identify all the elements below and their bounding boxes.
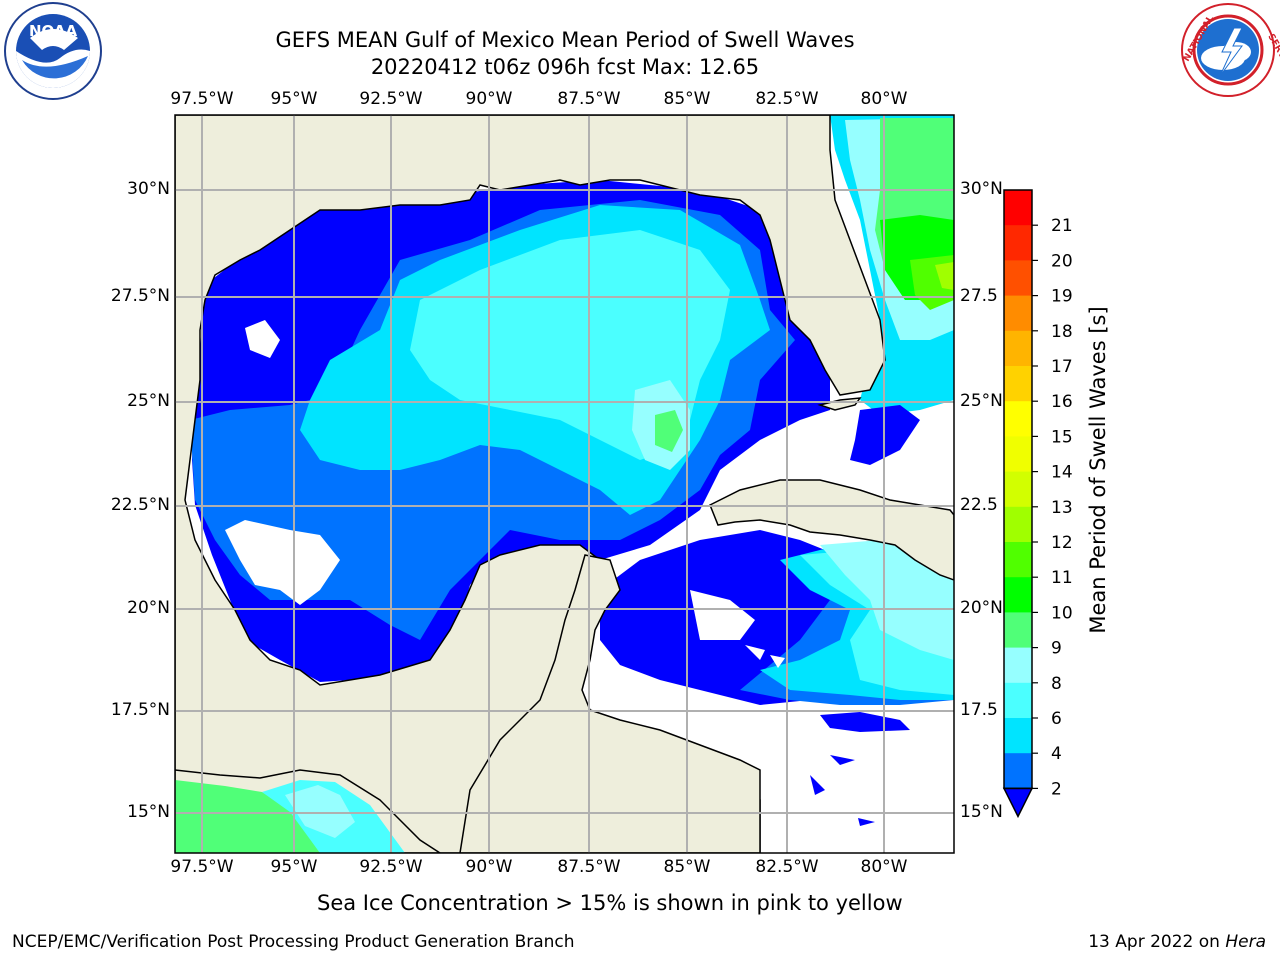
colorbar-swatch — [1004, 647, 1032, 684]
pacific-ocean-overlay-pale — [285, 785, 355, 838]
colorbar-tick-label: 6 — [1051, 709, 1062, 729]
land-yucatan — [459, 554, 761, 853]
latitude-tick-label: 27.5 — [960, 286, 998, 306]
latitude-tick-label: 15°N — [127, 802, 170, 822]
colorbar-tick-label: 8 — [1051, 674, 1062, 694]
longitude-tick-label: 95°W — [270, 89, 318, 109]
colorbar-swatch — [1004, 401, 1032, 437]
colorbar-swatch — [1004, 295, 1032, 332]
longitude-tick-label: 85°W — [663, 89, 711, 109]
missing-data-patch — [690, 590, 755, 640]
latitude-tick-label: 17.5°N — [110, 700, 170, 720]
colorbar-swatch — [1004, 330, 1032, 367]
colorbar-tick-label: 16 — [1051, 392, 1073, 412]
missing-data-patch — [745, 645, 785, 668]
colorbar-tick-label: 10 — [1051, 603, 1073, 623]
latitude-tick-label: 22.5°N — [110, 495, 170, 515]
longitude-tick-label: 80°W — [860, 89, 908, 109]
missing-data-patch — [245, 320, 280, 358]
map-area — [175, 115, 954, 853]
longitude-tick-label: 97.5°W — [170, 89, 234, 109]
sea-ice-note: Sea Ice Concentration > 15% is shown in … — [317, 891, 903, 915]
latitude-tick-label: 25°N — [127, 391, 170, 411]
colorbar-tick-label: 19 — [1051, 287, 1073, 307]
atlantic-swell-lime — [935, 262, 954, 290]
noaa-logo: NOAA — [4, 2, 102, 100]
noaa-logo-text: NOAA — [29, 22, 78, 40]
longitude-tick-label: 92.5°W — [359, 857, 423, 877]
colorbar-tick-label: 20 — [1051, 251, 1073, 271]
carib-swell-blue-south — [680, 712, 910, 826]
gulf-swell-green-spot — [655, 410, 683, 452]
nws-logo: NATIONAL SERVICE — [1181, 3, 1280, 97]
colorbar-swatch — [1004, 471, 1032, 508]
longitude-tick-label: 90°W — [465, 857, 513, 877]
colorbar-swatch — [1004, 506, 1032, 543]
colorbar-tick-label: 13 — [1051, 498, 1073, 518]
longitude-tick-label: 80°W — [860, 857, 908, 877]
colorbar-swatch — [1004, 612, 1032, 649]
latitude-tick-label: 15°N — [960, 802, 1003, 822]
latitude-tick-label: 30°N — [960, 179, 1003, 199]
colorbar-swatch — [1004, 577, 1032, 613]
map-frame — [174, 114, 955, 854]
colorbar-tick-label: 14 — [1051, 463, 1073, 483]
longitude-tick-label: 87.5°W — [557, 857, 621, 877]
colorbar-tick-label: 18 — [1051, 322, 1073, 342]
longitude-tick-label: 92.5°W — [359, 89, 423, 109]
colorbar-tick-label: 15 — [1051, 427, 1073, 447]
colorbar-tick-label: 11 — [1051, 568, 1073, 588]
footer-host: Hera — [1225, 932, 1266, 952]
longitude-tick-label: 82.5°W — [755, 89, 819, 109]
colorbar-label: Mean Period of Swell Waves [s] — [1086, 306, 1110, 634]
colorbar-swatch — [1004, 436, 1032, 473]
colorbar-frame — [1003, 189, 1033, 790]
latitude-tick-label: 20°N — [960, 598, 1003, 618]
colorbar-swatch — [1004, 718, 1032, 754]
latitude-tick-label: 27.5°N — [110, 286, 170, 306]
longitude-tick-label: 95°W — [270, 857, 318, 877]
colorbar-swatch — [1004, 753, 1032, 789]
colorbar-tick-label: 9 — [1051, 639, 1062, 659]
chart-title: GEFS MEAN Gulf of Mexico Mean Period of … — [275, 28, 855, 52]
colorbar-swatch — [1004, 682, 1032, 719]
carib-swell-pale — [820, 540, 954, 660]
colorbar-tick-label: 4 — [1051, 744, 1062, 764]
colorbar-swatch — [1004, 190, 1032, 226]
footer-date: 13 Apr 2022 on Hera — [1088, 932, 1266, 952]
colorbar-tick-label: 12 — [1051, 533, 1073, 553]
footer-credit: NCEP/EMC/Verification Post Processing Pr… — [12, 932, 575, 952]
colorbar-tick-label: 17 — [1051, 357, 1073, 377]
map-gridlines — [175, 115, 954, 853]
longitude-tick-label: 82.5°W — [755, 857, 819, 877]
longitude-tick-label: 90°W — [465, 89, 513, 109]
longitude-tick-label: 97.5°W — [170, 857, 234, 877]
pacific-ocean-overlay — [175, 780, 320, 853]
latitude-tick-label: 25°N — [960, 391, 1003, 411]
footer-date-text: 13 Apr 2022 on — [1088, 932, 1226, 952]
colorbar-swatch — [1004, 542, 1032, 578]
latitude-tick-label: 22.5 — [960, 495, 998, 515]
colorbar-swatch — [1004, 260, 1032, 297]
chart-subtitle: 20220412 t06z 096h fcst Max: 12.65 — [370, 55, 760, 79]
latitude-tick-label: 30°N — [127, 179, 170, 199]
colorbar-swatch — [1004, 366, 1032, 402]
colorbar-swatch — [1004, 225, 1032, 261]
longitude-tick-label: 87.5°W — [557, 89, 621, 109]
colorbar-extend-triangle — [1002, 787, 1034, 819]
latitude-tick-label: 20°N — [127, 598, 170, 618]
latitude-tick-label: 17.5 — [960, 700, 998, 720]
colorbar-tick-label: 21 — [1051, 216, 1073, 236]
missing-data-patch — [225, 520, 340, 605]
longitude-tick-label: 85°W — [663, 857, 711, 877]
colorbar-tick-label: 2 — [1051, 779, 1062, 799]
colorbar: 2 4 6 8 9 10 11 12 13 14 15 16 17 18 19 20 21 — [1002, 189, 1073, 819]
